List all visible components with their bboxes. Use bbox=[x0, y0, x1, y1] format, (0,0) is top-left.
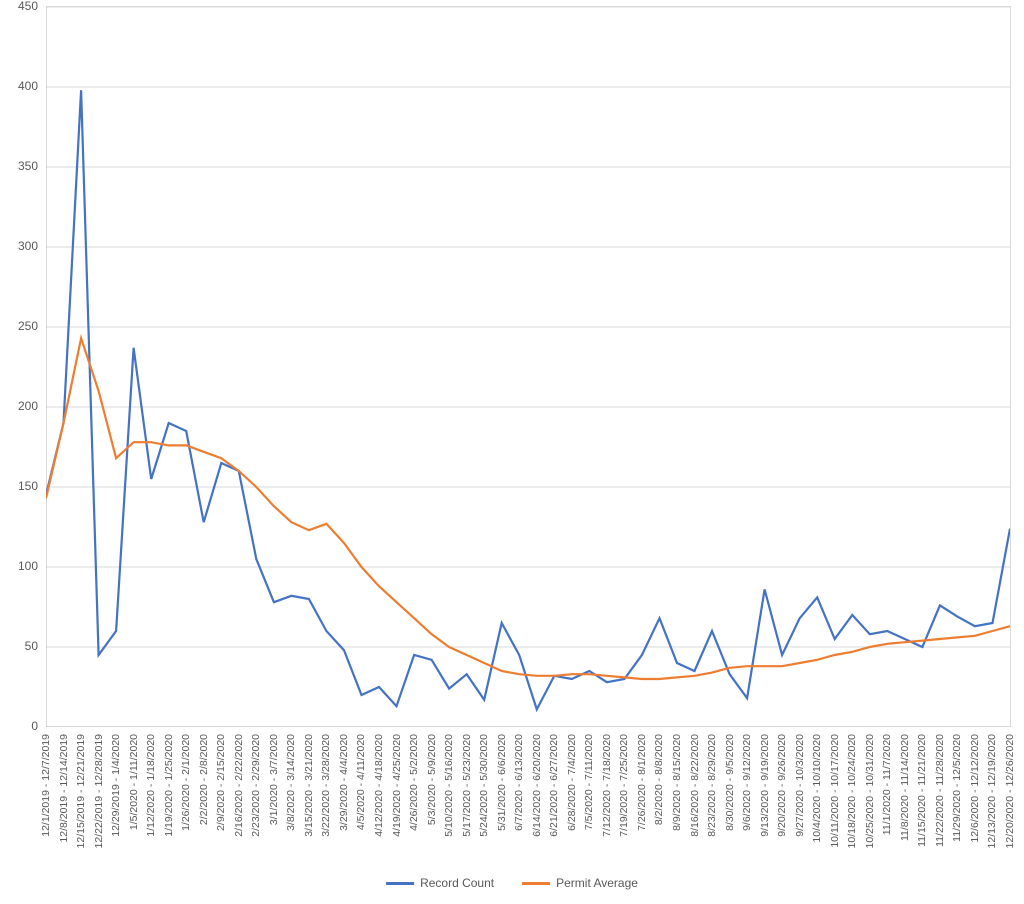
y-tick-label: 450 bbox=[18, 0, 44, 13]
y-axis-labels: 050100150200250300350400450 bbox=[0, 6, 44, 726]
y-tick-label: 0 bbox=[31, 719, 44, 733]
x-tick-label: 8/30/2020 - 9/5/2020 bbox=[724, 734, 736, 831]
x-tick-label: 5/24/2020 - 5/30/2020 bbox=[478, 734, 490, 837]
legend-swatch bbox=[522, 882, 550, 885]
x-tick-label: 7/12/2020 - 7/18/2020 bbox=[601, 734, 613, 837]
x-tick-label: 3/8/2020 - 3/14/2020 bbox=[285, 734, 297, 831]
legend-swatch bbox=[386, 882, 414, 885]
x-tick-label: 6/28/2020 - 7/4/2020 bbox=[566, 734, 578, 831]
x-tick-label: 1/12/2020 - 1/18/2020 bbox=[145, 734, 157, 837]
x-tick-label: 10/4/2020 - 10/10/2020 bbox=[811, 734, 823, 843]
y-tick-label: 50 bbox=[25, 639, 44, 653]
plot-area bbox=[46, 6, 1011, 727]
x-tick-label: 4/26/2020 - 5/2/2020 bbox=[408, 734, 420, 831]
series-line bbox=[46, 90, 1010, 709]
x-tick-label: 8/23/2020 - 8/29/2020 bbox=[706, 734, 718, 837]
y-tick-label: 250 bbox=[18, 319, 44, 333]
x-tick-label: 1/5/2020 - 1/11/2020 bbox=[128, 734, 140, 830]
x-tick-label: 6/14/2020 - 6/20/2020 bbox=[531, 734, 543, 837]
x-tick-label: 2/9/2020 - 2/15/2020 bbox=[215, 734, 227, 831]
legend-item: Record Count bbox=[386, 876, 494, 890]
x-tick-label: 3/22/2020 - 3/28/2020 bbox=[320, 734, 332, 837]
x-tick-label: 12/15/2019 - 12/21/2019 bbox=[75, 734, 87, 848]
legend-label: Record Count bbox=[420, 876, 494, 890]
x-tick-label: 10/25/2020 - 10/31/2020 bbox=[864, 734, 876, 848]
x-tick-label: 7/26/2020 - 8/1/2020 bbox=[636, 734, 648, 831]
x-tick-label: 7/19/2020 - 7/25/2020 bbox=[618, 734, 630, 837]
x-tick-label: 7/5/2020 - 7/11/2020 bbox=[583, 734, 595, 830]
x-tick-label: 9/13/2020 - 9/19/2020 bbox=[759, 734, 771, 837]
x-tick-label: 11/15/2020 - 11/21/2020 bbox=[916, 734, 928, 847]
x-tick-label: 11/22/2020 - 11/28/2020 bbox=[934, 734, 946, 847]
x-tick-label: 12/1/2019 - 12/7/2019 bbox=[40, 734, 52, 837]
x-tick-label: 5/10/2020 - 5/16/2020 bbox=[443, 734, 455, 837]
line-chart: 0 50 100 150 200 250 300 350 400 450 12/1/2019 - … bbox=[0, 0, 1024, 903]
x-tick-label: 11/29/2020 - 12/5/2020 bbox=[951, 734, 963, 842]
x-tick-label: 4/19/2020 - 4/25/2020 bbox=[391, 734, 403, 837]
x-tick-label: 6/21/2020 - 6/27/2020 bbox=[548, 734, 560, 837]
x-tick-label: 10/11/2020 - 10/17/2020 bbox=[829, 734, 841, 848]
x-tick-label: 3/29/2020 - 4/4/2020 bbox=[338, 734, 350, 831]
x-tick-label: 8/2/2020 - 8/8/2020 bbox=[653, 734, 665, 825]
y-tick-label: 100 bbox=[18, 559, 44, 573]
x-tick-label: 9/6/2020 - 9/12/2020 bbox=[741, 734, 753, 831]
x-tick-label: 5/31/2020 - 6/6/2020 bbox=[496, 734, 508, 831]
x-tick-label: 3/15/2020 - 3/21/2020 bbox=[303, 734, 315, 837]
x-tick-label: 4/12/2020 - 4/18/2020 bbox=[373, 734, 385, 837]
x-tick-label: 8/16/2020 - 8/22/2020 bbox=[689, 734, 701, 837]
x-tick-label: 2/23/2020 - 2/29/2020 bbox=[250, 734, 262, 837]
x-tick-label: 1/26/2020 - 2/1/2020 bbox=[180, 734, 192, 831]
y-tick-label: 150 bbox=[18, 479, 44, 493]
x-tick-label: 9/20/2020 - 9/26/2020 bbox=[776, 734, 788, 837]
x-tick-label: 2/2/2020 - 2/8/2020 bbox=[198, 734, 210, 825]
chart-legend: Record Count Permit Average bbox=[386, 876, 638, 890]
x-tick-label: 12/20/2020 - 12/26/2020 bbox=[1004, 734, 1016, 848]
y-tick-label: 400 bbox=[18, 79, 44, 93]
x-tick-label: 11/1/2020 - 11/7/2020 bbox=[881, 734, 893, 835]
x-tick-label: 12/13/2020 - 12/19/2020 bbox=[986, 734, 998, 848]
y-tick-label: 350 bbox=[18, 159, 44, 173]
x-tick-label: 5/17/2020 - 5/23/2020 bbox=[461, 734, 473, 837]
x-tick-label: 12/8/2019 - 12/14/2019 bbox=[58, 734, 70, 843]
legend-item: Permit Average bbox=[522, 876, 638, 890]
x-tick-label: 5/3/2020 - 5/9/2020 bbox=[426, 734, 438, 825]
x-tick-label: 6/7/2020 - 6/13/2020 bbox=[513, 734, 525, 831]
x-tick-label: 12/22/2019 - 12/28/2019 bbox=[93, 734, 105, 848]
x-tick-label: 12/29/2019 - 1/4/2020 bbox=[110, 734, 122, 837]
x-tick-label: 11/8/2020 - 11/14/2020 bbox=[899, 734, 911, 841]
y-tick-label: 200 bbox=[18, 399, 44, 413]
x-tick-label: 1/19/2020 - 1/25/2020 bbox=[163, 734, 175, 837]
x-tick-label: 3/1/2020 - 3/7/2020 bbox=[268, 734, 280, 825]
legend-label: Permit Average bbox=[556, 876, 638, 890]
x-tick-label: 9/27/2020 - 10/3/2020 bbox=[794, 734, 806, 837]
y-tick-label: 300 bbox=[18, 239, 44, 253]
x-tick-label: 2/16/2020 - 2/22/2020 bbox=[233, 734, 245, 837]
x-tick-label: 4/5/2020 - 4/11/2020 bbox=[355, 734, 367, 830]
x-tick-label: 12/6/2020 - 12/12/2020 bbox=[969, 734, 981, 843]
x-tick-label: 10/18/2020 - 10/24/2020 bbox=[846, 734, 858, 848]
x-tick-label: 8/9/2020 - 8/15/2020 bbox=[671, 734, 683, 831]
